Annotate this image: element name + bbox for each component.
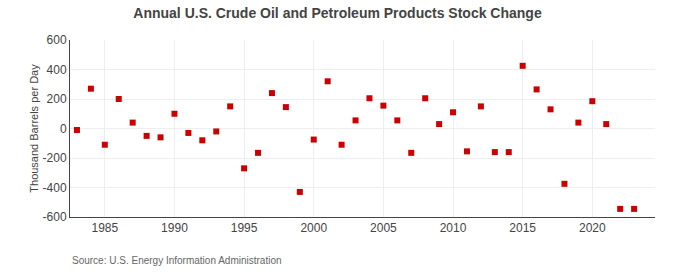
svg-text:2000: 2000 <box>300 221 327 235</box>
svg-text:2015: 2015 <box>509 221 536 235</box>
svg-text:1995: 1995 <box>231 221 258 235</box>
svg-text:Thousand Barrels per Day: Thousand Barrels per Day <box>28 64 40 193</box>
svg-text:Annual U.S. Crude Oil and Petr: Annual U.S. Crude Oil and Petroleum Prod… <box>133 5 542 21</box>
svg-text:1985: 1985 <box>91 221 118 235</box>
svg-text:600: 600 <box>47 33 67 47</box>
svg-text:2010: 2010 <box>440 221 467 235</box>
svg-text:-600: -600 <box>43 210 67 224</box>
svg-text:-200: -200 <box>43 151 67 165</box>
svg-text:-400: -400 <box>43 181 67 195</box>
svg-text:400: 400 <box>47 63 67 77</box>
svg-text:Source: U.S. Energy Informatio: Source: U.S. Energy Information Administ… <box>72 255 282 266</box>
svg-text:200: 200 <box>47 92 67 106</box>
svg-text:1990: 1990 <box>161 221 188 235</box>
svg-text:2020: 2020 <box>579 221 606 235</box>
svg-text:2005: 2005 <box>370 221 397 235</box>
svg-text:0: 0 <box>60 122 67 136</box>
